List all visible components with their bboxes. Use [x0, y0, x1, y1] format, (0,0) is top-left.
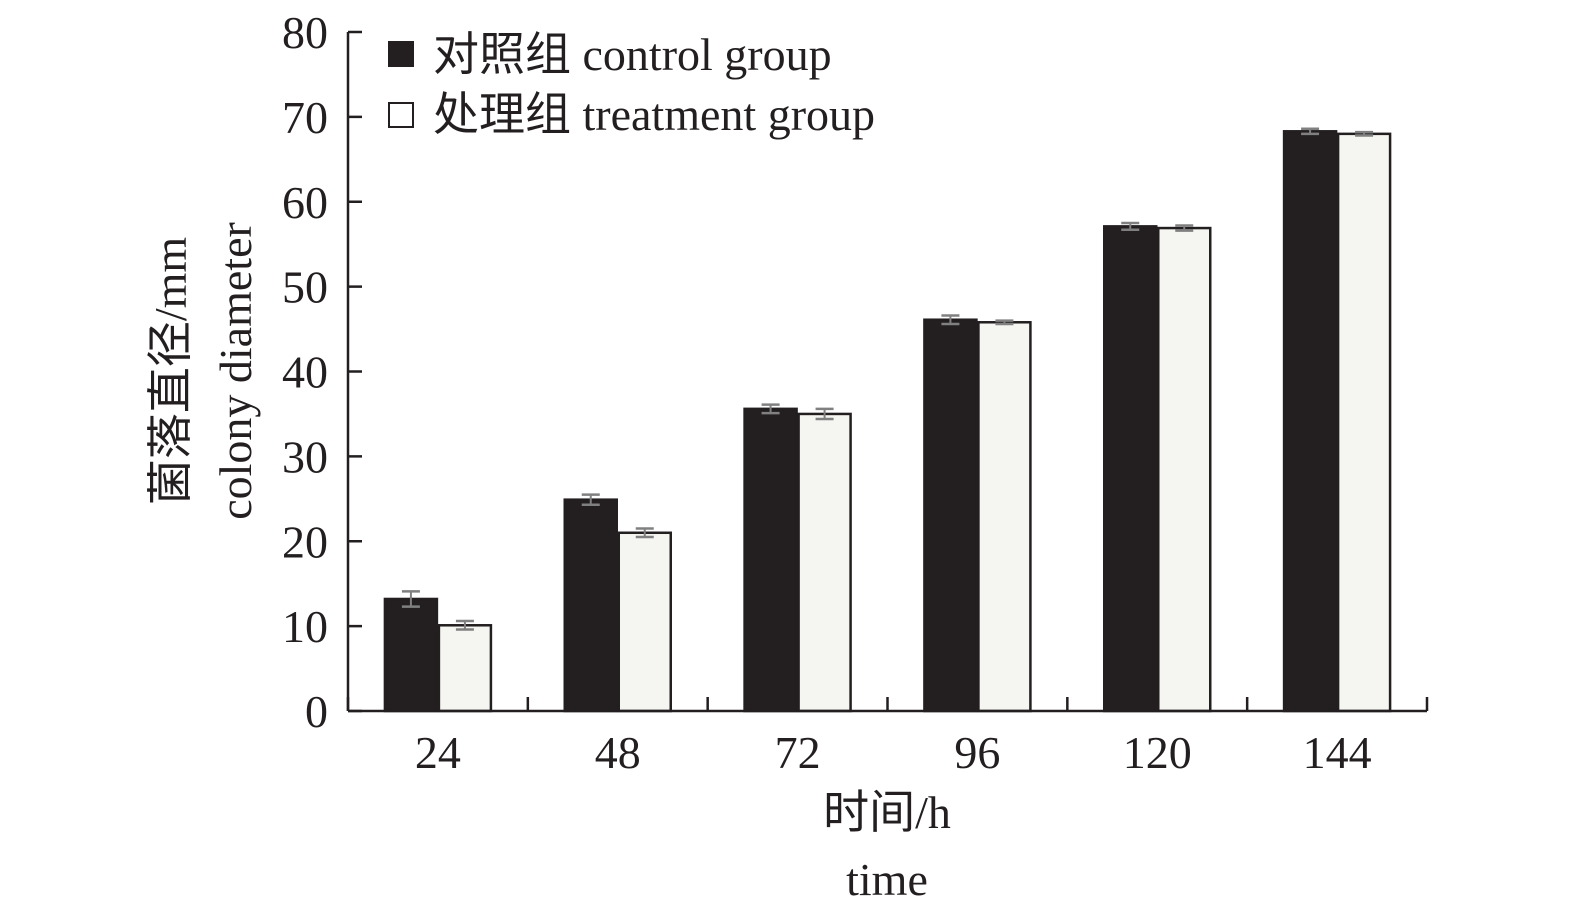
x-tick-label: 24: [415, 727, 461, 778]
x-axis-title: 时间/h: [823, 787, 951, 838]
bar-control: [743, 407, 798, 713]
y-tick-label: 30: [282, 431, 328, 482]
x-tick-label: 144: [1303, 727, 1372, 778]
y-tick-label: 0: [305, 686, 328, 737]
bar-control: [563, 498, 618, 713]
legend-label-control: 对照组 control group: [433, 29, 832, 80]
bar-treatment: [1157, 226, 1212, 713]
x-tick-label: 96: [954, 727, 1000, 778]
y-tick-label: 80: [282, 7, 328, 58]
bar-treatment: [977, 321, 1032, 713]
legend-swatch-control: [388, 41, 414, 67]
x-axis-subtitle: time: [846, 854, 928, 905]
bar-control: [923, 318, 978, 713]
bar-treatment: [1336, 132, 1392, 713]
y-axis-ticks: 0 10 20 30 40 50 60 70 80: [282, 7, 362, 737]
x-tick-label: 120: [1123, 727, 1192, 778]
y-tick-label: 10: [282, 601, 328, 652]
bar-control: [1103, 225, 1158, 713]
y-tick-label: 70: [282, 92, 328, 143]
y-axis-subtitle: colony diameter: [210, 222, 261, 520]
bar-control: [1282, 130, 1338, 713]
bar-treatment: [617, 531, 672, 713]
legend: 对照组 control group 处理组 treatment group: [388, 29, 875, 140]
bars-group: [383, 130, 1392, 713]
error-bars-group: [401, 127, 1374, 631]
x-tick-label: 72: [775, 727, 821, 778]
y-axis-title: 菌落直径/mm: [145, 237, 196, 506]
legend-label-treatment: 处理组 treatment group: [433, 89, 875, 140]
bar-treatment: [437, 624, 493, 713]
bar-control: [383, 597, 439, 713]
x-axis-ticks: 24 48 72 96 120 144: [346, 697, 1429, 778]
y-tick-label: 60: [282, 177, 328, 228]
y-tick-label: 50: [282, 262, 328, 313]
y-tick-label: 40: [282, 347, 328, 398]
y-tick-label: 20: [282, 516, 328, 567]
legend-swatch-treatment: [388, 102, 414, 128]
bar-treatment: [797, 412, 852, 713]
x-tick-label: 48: [595, 727, 641, 778]
